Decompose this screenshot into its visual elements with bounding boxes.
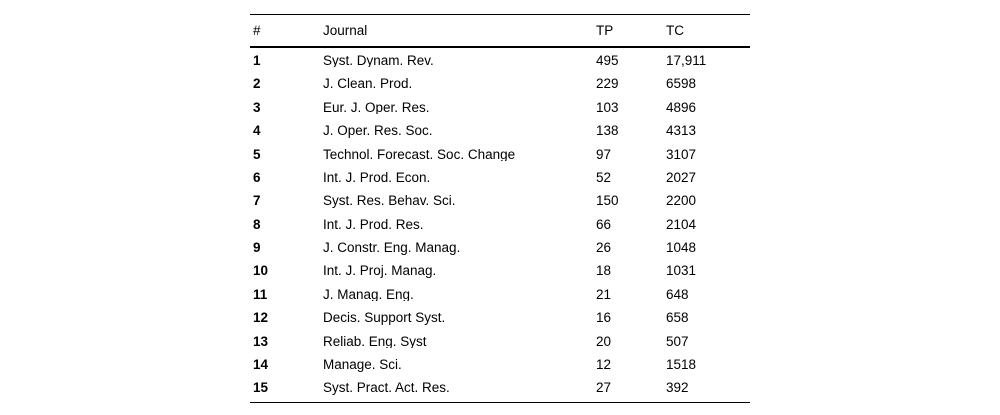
tp-cell: 103 bbox=[596, 100, 619, 115]
rank-cell: 14 bbox=[253, 358, 269, 372]
tc-cell: 4896 bbox=[666, 100, 697, 115]
tp-cell: 150 bbox=[596, 194, 619, 208]
table-row: 6 Int. J. Prod. Econ. 52 2027 bbox=[250, 166, 750, 189]
column-header-journal: Journal bbox=[323, 23, 368, 38]
tc-cell: 392 bbox=[666, 381, 689, 395]
rank-cell: 8 bbox=[253, 217, 261, 232]
column-header-rank: # bbox=[253, 23, 261, 38]
table-row: 15 Syst. Pract. Act. Res. 27 392 bbox=[250, 376, 750, 399]
tc-cell: 1031 bbox=[666, 264, 697, 278]
tp-cell: 52 bbox=[596, 170, 612, 185]
tp-cell: 12 bbox=[596, 358, 612, 372]
journal-cell: Technol. Forecast. Soc. Change bbox=[323, 147, 516, 161]
journal-cell: Int. J. Prod. Econ. bbox=[323, 170, 431, 185]
table-header-row: # Journal TP TC bbox=[250, 15, 750, 48]
table-row: 11 J. Manag. Eng. 21 648 bbox=[250, 283, 750, 306]
tc-cell: 4313 bbox=[666, 124, 697, 138]
tp-cell: 495 bbox=[596, 53, 619, 68]
journal-cell: Int. J. Prod. Res. bbox=[323, 217, 424, 232]
table-row: 3 Eur. J. Oper. Res. 103 4896 bbox=[250, 96, 750, 119]
tc-cell: 2200 bbox=[666, 194, 697, 208]
tp-cell: 18 bbox=[596, 264, 612, 278]
journal-cell: Int. J. Proj. Manag. bbox=[323, 264, 437, 278]
tc-cell: 6598 bbox=[666, 77, 697, 91]
table-row: 2 J. Clean. Prod. 229 6598 bbox=[250, 72, 750, 95]
journal-cell: J. Oper. Res. Soc. bbox=[323, 124, 433, 138]
table-row: 8 Int. J. Prod. Res. 66 2104 bbox=[250, 213, 750, 236]
journal-cell: Syst. Pract. Act. Res. bbox=[323, 381, 450, 395]
rank-cell: 15 bbox=[253, 381, 269, 395]
column-header-tp: TP bbox=[596, 23, 614, 38]
tc-cell: 2104 bbox=[666, 217, 697, 232]
tp-cell: 138 bbox=[596, 124, 619, 138]
table: # Journal TP TC 1 Syst. Dynam. Rev. 495 … bbox=[250, 14, 750, 403]
tc-cell: 17,911 bbox=[666, 53, 707, 68]
rank-cell: 10 bbox=[253, 264, 269, 278]
journal-cell: J. Clean. Prod. bbox=[323, 77, 413, 91]
table-row: 12 Decis. Support Syst. 16 658 bbox=[250, 306, 750, 329]
rank-cell: 9 bbox=[253, 241, 261, 255]
journal-cell: Syst. Res. Behav. Sci. bbox=[323, 194, 456, 208]
rank-cell: 4 bbox=[253, 124, 261, 138]
table-body: 1 Syst. Dynam. Rev. 495 17,911 2 J. Clea… bbox=[250, 48, 750, 402]
table-row: 5 Technol. Forecast. Soc. Change 97 3107 bbox=[250, 143, 750, 166]
table-row: 1 Syst. Dynam. Rev. 495 17,911 bbox=[250, 49, 750, 72]
tp-cell: 20 bbox=[596, 334, 612, 349]
table-row: 13 Reliab. Eng. Syst 20 507 bbox=[250, 330, 750, 353]
tp-cell: 27 bbox=[596, 381, 612, 395]
table-row: 7 Syst. Res. Behav. Sci. 150 2200 bbox=[250, 189, 750, 212]
tc-cell: 507 bbox=[666, 334, 689, 349]
rank-cell: 1 bbox=[253, 53, 261, 68]
journal-citation-table: # Journal TP TC 1 Syst. Dynam. Rev. 495 … bbox=[250, 14, 750, 403]
rank-cell: 6 bbox=[253, 170, 261, 185]
tc-cell: 648 bbox=[666, 287, 689, 302]
table-row: 9 J. Constr. Eng. Manag. 26 1048 bbox=[250, 236, 750, 259]
table-row: 10 Int. J. Proj. Manag. 18 1031 bbox=[250, 260, 750, 283]
rank-cell: 11 bbox=[253, 287, 268, 302]
rank-cell: 2 bbox=[253, 77, 261, 91]
tc-cell: 658 bbox=[666, 311, 689, 325]
tc-cell: 1518 bbox=[666, 358, 697, 372]
journal-cell: Syst. Dynam. Rev. bbox=[323, 53, 434, 68]
rank-cell: 3 bbox=[253, 100, 261, 115]
column-header-tc: TC bbox=[666, 23, 684, 38]
journal-cell: Decis. Support Syst. bbox=[323, 311, 446, 325]
journal-cell: J. Manag. Eng. bbox=[323, 287, 414, 302]
rank-cell: 7 bbox=[253, 194, 261, 208]
tp-cell: 26 bbox=[596, 241, 612, 255]
table-row: 14 Manage. Sci. 12 1518 bbox=[250, 353, 750, 376]
tc-cell: 1048 bbox=[666, 241, 697, 255]
rank-cell: 12 bbox=[253, 311, 269, 325]
journal-cell: Manage. Sci. bbox=[323, 358, 402, 372]
table-row: 4 J. Oper. Res. Soc. 138 4313 bbox=[250, 119, 750, 142]
tc-cell: 3107 bbox=[666, 147, 697, 161]
tp-cell: 16 bbox=[596, 311, 612, 325]
journal-cell: J. Constr. Eng. Manag. bbox=[323, 241, 461, 255]
journal-cell: Reliab. Eng. Syst bbox=[323, 334, 427, 349]
tc-cell: 2027 bbox=[666, 170, 697, 185]
tp-cell: 21 bbox=[596, 287, 612, 302]
tp-cell: 66 bbox=[596, 217, 612, 232]
rank-cell: 13 bbox=[253, 334, 269, 349]
tp-cell: 229 bbox=[596, 77, 619, 91]
journal-cell: Eur. J. Oper. Res. bbox=[323, 100, 430, 115]
rank-cell: 5 bbox=[253, 147, 261, 161]
tp-cell: 97 bbox=[596, 147, 612, 161]
